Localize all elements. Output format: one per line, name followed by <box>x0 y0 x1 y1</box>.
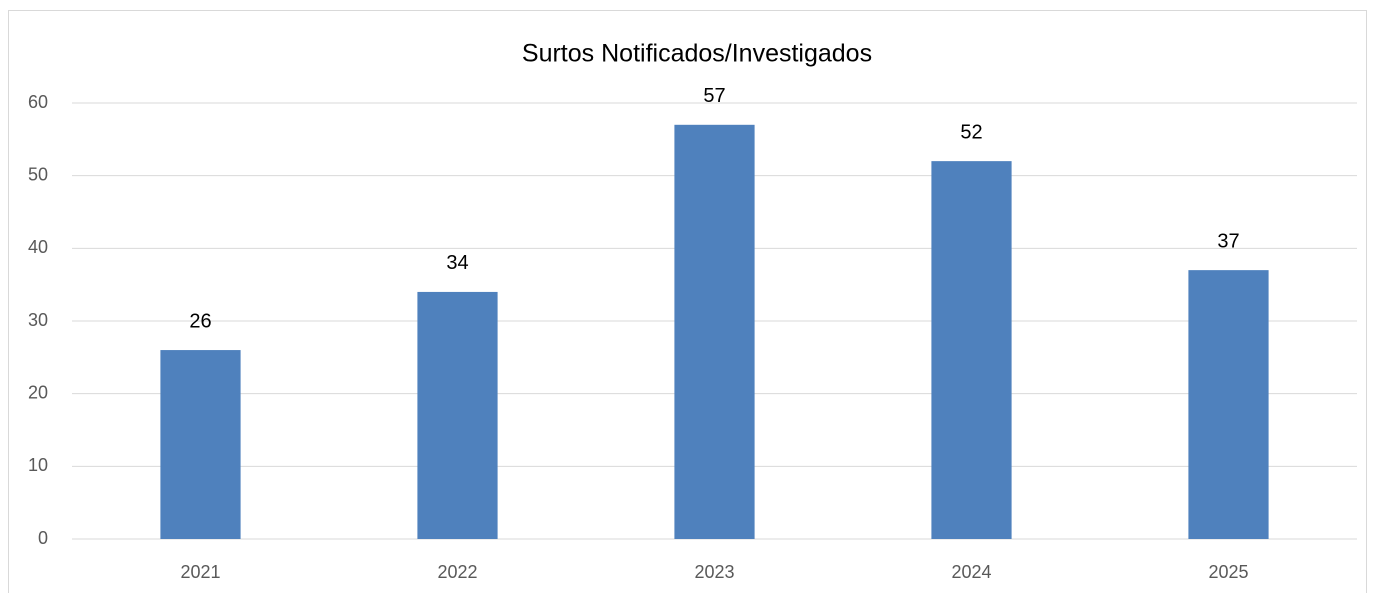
x-tick-label: 2024 <box>951 562 991 582</box>
y-tick-label: 10 <box>28 455 48 475</box>
bar <box>931 161 1012 539</box>
data-label: 34 <box>446 252 468 274</box>
y-tick-label: 30 <box>28 310 48 330</box>
x-tick-label: 2021 <box>180 562 220 582</box>
bar <box>417 291 498 539</box>
bar <box>160 350 241 539</box>
x-tick-label: 2022 <box>437 562 477 582</box>
chart-border <box>8 10 1367 593</box>
y-tick-label: 20 <box>28 382 48 402</box>
y-tick-label: 50 <box>28 164 48 184</box>
data-label: 57 <box>703 85 725 107</box>
data-label: 26 <box>189 310 211 332</box>
data-label: 37 <box>1217 230 1239 252</box>
y-tick-label: 60 <box>28 92 48 112</box>
bar <box>1188 270 1269 539</box>
x-tick-label: 2023 <box>694 562 734 582</box>
y-tick-label: 40 <box>28 237 48 257</box>
x-tick-label: 2025 <box>1208 562 1248 582</box>
bar <box>674 124 755 540</box>
chart-title: Surtos Notificados/Investigados <box>522 40 872 68</box>
y-tick-label: 0 <box>38 528 48 548</box>
data-label: 52 <box>960 121 982 143</box>
